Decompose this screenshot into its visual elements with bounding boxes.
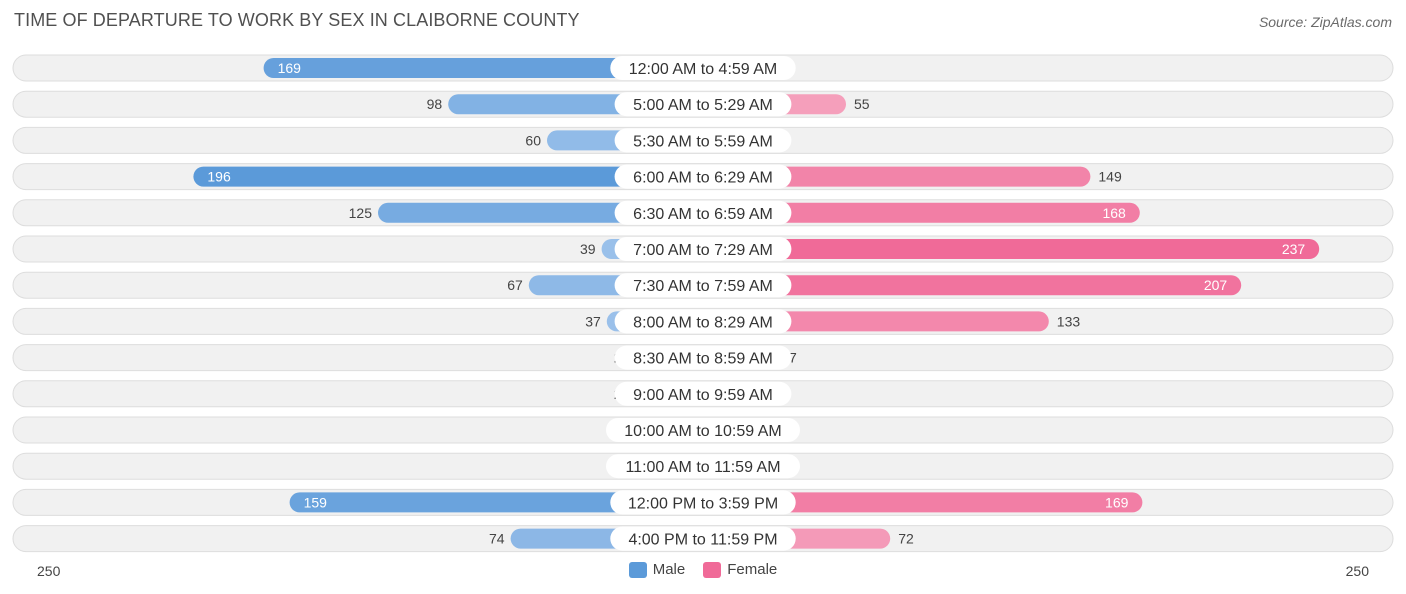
table-row: 67 207 7:30 AM to 7:59 AM — [12, 271, 1394, 299]
category-label: 8:30 AM to 8:59 AM — [633, 351, 773, 368]
female-value-label: 168 — [1102, 205, 1126, 221]
category-label-background — [614, 128, 792, 153]
legend-item-female: Female — [703, 561, 777, 578]
female-bar — [693, 492, 1143, 513]
table-row: 142710:00 AM to 10:59 AM — [12, 416, 1394, 444]
male-bar — [193, 166, 713, 187]
category-label-background — [614, 164, 792, 189]
male-value-label: 39 — [580, 241, 596, 257]
female-bar — [693, 166, 1091, 187]
legend-label-female: Female — [727, 561, 778, 578]
table-row: 196 149 6:00 AM to 6:29 AM — [12, 163, 1394, 191]
table-row: 74 72 4:00 PM to 11:59 PM — [12, 525, 1394, 553]
table-row: 98 55 5:00 AM to 5:29 AM — [12, 90, 1394, 118]
table-row: 39 237 7:00 AM to 7:29 AM — [12, 235, 1394, 263]
category-label: 5:30 AM to 5:59 AM — [633, 133, 773, 150]
category-label: 11:00 AM to 11:59 AM — [625, 459, 780, 476]
legend-label-male: Male — [652, 561, 686, 578]
legend: Male Female — [0, 561, 1406, 578]
category-label-background — [606, 418, 800, 442]
category-label-background — [610, 56, 796, 80]
male-value-label: 98 — [427, 96, 443, 112]
table-row: 1691512:00 AM to 4:59 AM — [12, 54, 1394, 82]
axis-left-max-label: 250 — [37, 563, 61, 579]
category-label: 12:00 AM to 4:59 AM — [629, 61, 778, 78]
category-label: 9:00 AM to 9:59 AM — [633, 387, 773, 404]
female-value-label: 149 — [1098, 169, 1122, 185]
legend-swatch-male — [628, 561, 647, 578]
category-label-background — [610, 490, 796, 515]
male-value-label: 159 — [304, 494, 328, 510]
female-bar — [693, 275, 1242, 296]
male-value-label: 74 — [489, 531, 505, 547]
diverging-bar-chart: 1691512:00 AM to 4:59 AM 98 55 5:00 AM to 5… — [12, 54, 1394, 553]
female-value-label: 133 — [1057, 313, 1081, 329]
table-row: 159 169 12:00 PM to 3:59 PM — [12, 488, 1394, 516]
category-label: 6:30 AM to 6:59 AM — [633, 206, 773, 223]
category-label-background — [614, 309, 792, 334]
axis-right-max-label: 250 — [1345, 563, 1369, 579]
female-bar — [693, 202, 1140, 223]
female-value-label: 72 — [898, 531, 914, 547]
female-bar — [693, 239, 1320, 259]
category-label-background — [614, 345, 792, 370]
table-row: 26189:00 AM to 9:59 AM — [12, 380, 1394, 408]
category-label-background — [614, 200, 792, 225]
table-row: 37 133 8:00 AM to 8:29 AM — [12, 307, 1394, 335]
category-label: 12:00 PM to 3:59 PM — [628, 495, 778, 512]
category-label-background — [614, 273, 792, 298]
table-row: 125 168 6:30 AM to 6:59 AM — [12, 199, 1394, 227]
category-label: 7:00 AM to 7:29 AM — [633, 242, 773, 259]
female-value-label: 207 — [1204, 277, 1228, 293]
female-value-label: 55 — [854, 96, 870, 112]
legend-item-male: Male — [628, 561, 686, 578]
male-value-label: 196 — [207, 169, 231, 185]
category-label: 8:00 AM to 8:29 AM — [633, 314, 773, 331]
table-row: 26278:30 AM to 8:59 AM — [12, 344, 1394, 372]
male-value-label: 169 — [278, 60, 302, 76]
male-value-label: 67 — [507, 277, 523, 293]
male-value-label: 125 — [349, 205, 373, 221]
male-value-label: 60 — [525, 132, 541, 148]
category-label-background — [606, 454, 800, 479]
category-label-background — [614, 92, 792, 117]
category-label: 4:00 PM to 11:59 PM — [628, 532, 777, 549]
legend-swatch-female — [703, 561, 722, 578]
female-value-label: 169 — [1105, 494, 1129, 510]
category-label: 10:00 AM to 10:59 AM — [624, 423, 781, 440]
table-row: 60105:30 AM to 5:59 AM — [12, 126, 1394, 154]
chart-title: TIME OF DEPARTURE TO WORK BY SEX IN CLAI… — [14, 10, 580, 30]
source-label: Source: ZipAtlas.com — [1258, 14, 1392, 30]
category-label-background — [614, 381, 792, 406]
male-value-label: 37 — [585, 313, 601, 329]
category-label: 7:30 AM to 7:59 AM — [633, 278, 773, 295]
table-row: 52511:00 AM to 11:59 AM — [12, 452, 1394, 480]
category-label: 6:00 AM to 6:29 AM — [633, 170, 773, 187]
female-value-label: 237 — [1282, 241, 1306, 257]
male-bar — [263, 58, 713, 78]
male-bar — [289, 492, 713, 513]
category-label: 5:00 AM to 5:29 AM — [633, 97, 773, 114]
category-label-background — [614, 237, 792, 261]
category-label-background — [610, 526, 796, 551]
